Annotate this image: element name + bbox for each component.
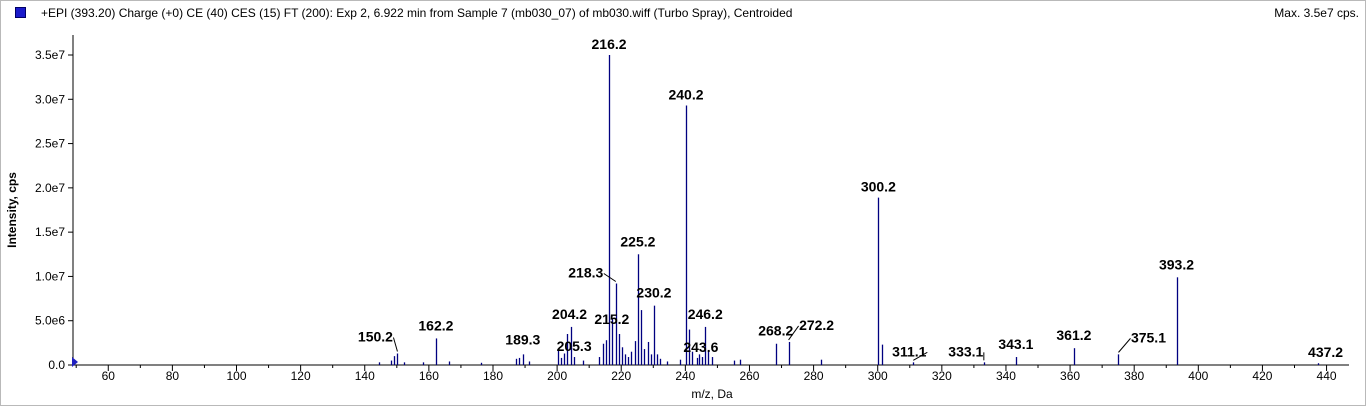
y-axis-title: Intensity, cps — [5, 172, 19, 248]
peak-label-leader — [913, 351, 928, 361]
origin-marker-icon[interactable] — [72, 357, 78, 367]
y-tick-label: 3.0e7 — [35, 92, 65, 106]
y-axis-ticks: 0.0 5.0e6 1.0e7 1.5e7 2.0e7 2.5e7 3.0e7 3.5e7 — [35, 48, 73, 372]
spectrum-title: +EPI (393.20) Charge (+0) CE (40) CES (1… — [41, 6, 793, 20]
peak-label-leader — [392, 337, 398, 352]
axes — [72, 35, 1349, 366]
x-tick-label: 220 — [611, 369, 631, 383]
x-tick-label: 400 — [1188, 369, 1208, 383]
x-tick-label: 120 — [291, 369, 311, 383]
peak-label: 218.3 — [568, 265, 603, 281]
peak-label: 333.1 — [948, 343, 983, 359]
max-intensity-label: Max. 3.5e7 cps. — [1274, 6, 1359, 20]
peak-label: 311.1 — [892, 343, 926, 359]
trace-color-marker[interactable] — [15, 7, 26, 18]
y-tick-label: 5.0e6 — [35, 314, 65, 328]
peak-label: 393.2 — [1159, 256, 1194, 272]
peak-label-leader — [788, 325, 799, 341]
x-tick-label: 100 — [226, 369, 246, 383]
x-tick-label: 240 — [675, 369, 695, 383]
peak-label: 375.1 — [1131, 329, 1166, 345]
x-tick-label: 420 — [1252, 369, 1272, 383]
y-tick-label: 0.0 — [48, 358, 65, 372]
peak-label: 215.2 — [594, 311, 629, 327]
y-tick-label: 1.5e7 — [35, 225, 65, 239]
peak-label: 240.2 — [668, 86, 703, 102]
peak-label: 272.2 — [799, 317, 834, 333]
x-tick-label: 140 — [355, 369, 375, 383]
y-tick-label: 2.0e7 — [35, 181, 65, 195]
x-tick-label: 80 — [166, 369, 180, 383]
peak-label: 225.2 — [620, 233, 655, 249]
peak-label-leader — [1118, 338, 1131, 353]
peak-label: 268.2 — [758, 323, 793, 339]
peak-label: 189.3 — [505, 331, 540, 347]
y-tick-label: 3.5e7 — [35, 48, 65, 62]
x-tick-label: 380 — [1124, 369, 1144, 383]
y-tick-label: 2.5e7 — [35, 137, 65, 151]
x-axis-ticks: 60 80 100 120 140 160 180 200 220 240 260 280 300 320… — [75, 365, 1337, 383]
y-tick-label: 1.0e7 — [35, 269, 65, 283]
peak-label: 230.2 — [636, 285, 671, 301]
x-tick-label: 160 — [419, 369, 439, 383]
x-tick-label: 360 — [1060, 369, 1080, 383]
x-tick-label: 180 — [483, 369, 503, 383]
peak-label: 204.2 — [552, 306, 587, 322]
peak-label-leader — [603, 273, 617, 282]
x-tick-label: 200 — [547, 369, 567, 383]
x-axis-title: m/z, Da — [691, 387, 733, 401]
peak-label: 205.3 — [557, 338, 592, 354]
x-tick-label: 260 — [739, 369, 759, 383]
peak-label: 216.2 — [592, 36, 627, 52]
peak-series — [378, 55, 1320, 365]
x-tick-label: 340 — [996, 369, 1016, 383]
peak-label: 343.1 — [998, 336, 1033, 352]
x-tick-label: 320 — [932, 369, 952, 383]
peak-label: 162.2 — [418, 317, 453, 333]
peak-label: 243.6 — [683, 339, 718, 355]
x-tick-label: 60 — [102, 369, 116, 383]
peak-label: 246.2 — [688, 306, 723, 322]
x-tick-label: 300 — [868, 369, 888, 383]
x-tick-label: 280 — [804, 369, 824, 383]
peak-label: 437.2 — [1308, 344, 1343, 360]
peak-label: 300.2 — [861, 179, 896, 195]
peak-label: 361.2 — [1056, 327, 1091, 343]
x-tick-label: 440 — [1317, 369, 1337, 383]
peak-label: 150.2 — [358, 328, 393, 344]
